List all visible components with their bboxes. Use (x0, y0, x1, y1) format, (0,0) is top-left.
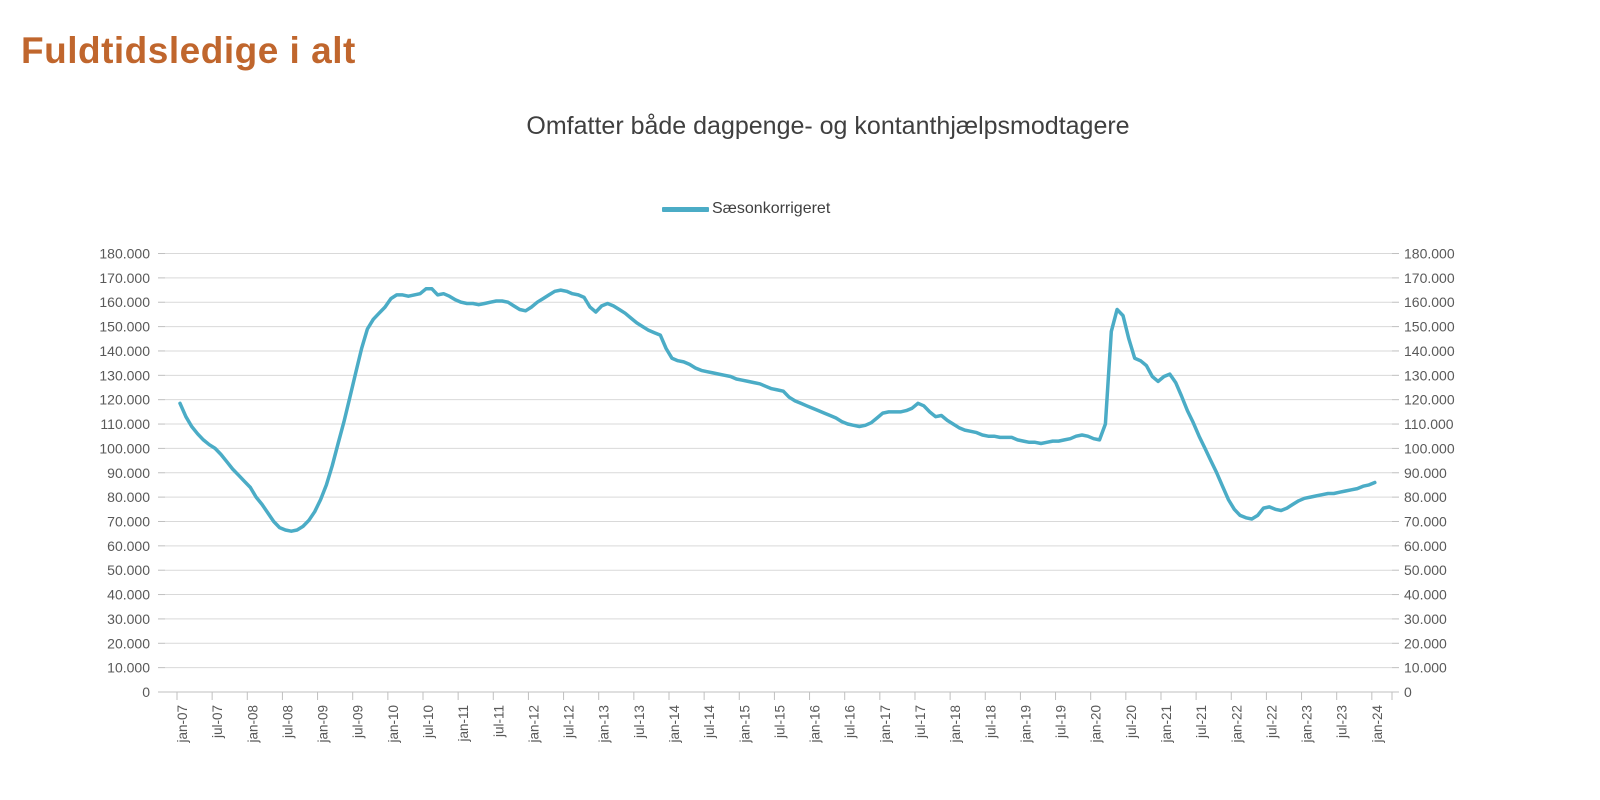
x-axis-label: jan-11 (456, 705, 471, 743)
y-axis-label-right: 50.000 (1404, 562, 1447, 578)
x-axis-label: jan-08 (245, 705, 260, 744)
x-axis-label: jan-09 (316, 705, 331, 744)
y-axis-label-right: 80.000 (1404, 489, 1447, 505)
x-axis-label: jul-07 (210, 705, 225, 739)
x-axis-label: jan-12 (526, 705, 541, 744)
x-axis-label: jul-14 (702, 705, 717, 740)
y-axis-label-left: 80.000 (107, 489, 150, 505)
x-axis-label: jan-24 (1370, 705, 1385, 744)
x-axis-label: jul-11 (491, 705, 506, 738)
y-axis-label-right: 70.000 (1404, 513, 1447, 529)
y-axis-label-right: 0 (1404, 684, 1412, 700)
y-axis-label-left: 90.000 (107, 465, 150, 481)
y-axis-label-left: 160.000 (99, 294, 150, 310)
x-axis-label: jan-22 (1229, 705, 1244, 744)
legend: Sæsonkorrigeret (662, 200, 830, 218)
x-axis-label: jan-07 (175, 705, 190, 744)
y-axis-label-left: 70.000 (107, 513, 150, 529)
y-axis-label-right: 110.000 (1404, 416, 1454, 432)
x-axis-label: jan-23 (1300, 705, 1315, 744)
y-axis-label-right: 170.000 (1404, 270, 1455, 286)
y-axis-label-left: 130.000 (99, 367, 150, 383)
x-axis-label: jul-20 (1124, 705, 1139, 739)
x-axis-label: jan-21 (1159, 705, 1174, 744)
y-axis-label-right: 140.000 (1404, 343, 1455, 359)
x-axis-label: jan-20 (1089, 705, 1104, 744)
x-axis-label: jul-13 (632, 705, 647, 739)
x-axis-label: jan-13 (597, 705, 612, 744)
y-axis-label-left: 0 (142, 684, 150, 700)
x-axis-label: jul-17 (913, 705, 928, 739)
y-axis-label-left: 150.000 (99, 319, 150, 335)
x-axis-label: jan-15 (737, 705, 752, 744)
page-title: Fuldtidsledige i alt (21, 30, 356, 71)
x-axis-label: jul-23 (1335, 705, 1350, 739)
y-axis-label-left: 20.000 (107, 635, 150, 651)
y-axis-label-right: 160.000 (1404, 294, 1455, 310)
y-axis-label-left: 170.000 (99, 270, 150, 286)
y-axis-label-right: 60.000 (1404, 538, 1447, 554)
y-axis-label-left: 180.000 (99, 246, 150, 262)
y-axis-label-left: 40.000 (107, 587, 150, 603)
x-axis-label: jul-18 (983, 705, 998, 739)
y-axis-label-left: 140.000 (99, 343, 150, 359)
y-axis-label-left: 110.000 (100, 416, 150, 432)
x-axis-label: jan-10 (386, 705, 401, 744)
y-axis-label-left: 50.000 (107, 562, 150, 578)
x-axis-label: jan-19 (1018, 705, 1033, 744)
y-axis-label-right: 30.000 (1404, 611, 1447, 627)
legend-series-label: Sæsonkorrigeret (712, 200, 831, 217)
x-axis-label: jul-12 (562, 705, 577, 739)
y-axis-label-right: 10.000 (1404, 660, 1447, 676)
x-axis-label: jul-10 (421, 705, 436, 739)
x-axis-label: jul-19 (1054, 705, 1069, 739)
y-axis-label-right: 90.000 (1404, 465, 1447, 481)
x-axis-label: jan-17 (878, 705, 893, 744)
y-axis-label-left: 100.000 (99, 440, 150, 456)
y-axis-label-left: 30.000 (107, 611, 150, 627)
x-axis-label: jul-08 (280, 705, 295, 739)
y-axis-label-right: 130.000 (1404, 367, 1455, 383)
x-axis-label: jan-18 (948, 705, 963, 744)
y-axis-label-right: 100.000 (1404, 440, 1455, 456)
y-axis-label-left: 60.000 (107, 538, 150, 554)
x-axis-label: jul-09 (351, 705, 366, 739)
x-axis-label: jul-15 (772, 705, 787, 739)
chart-title: Omfatter både dagpenge- og kontanthjælps… (526, 112, 1130, 140)
x-axis-label: jul-21 (1194, 705, 1209, 739)
x-axis-label: jul-16 (843, 705, 858, 739)
y-axis-label-left: 120.000 (99, 392, 150, 408)
legend-line-marker-icon (662, 206, 709, 212)
y-axis-label-right: 20.000 (1404, 635, 1447, 651)
y-axis-label-right: 180.000 (1404, 246, 1455, 262)
x-axis-label: jul-22 (1264, 705, 1279, 739)
x-axis-label: jan-14 (667, 705, 682, 744)
x-axis-label: jan-16 (808, 705, 823, 744)
y-axis-label-right: 120.000 (1404, 392, 1455, 408)
y-axis-label-right: 150.000 (1404, 319, 1455, 335)
y-axis-label-left: 10.000 (107, 660, 150, 676)
y-axis-label-right: 40.000 (1404, 587, 1447, 603)
series-line-saesonkorrigeret (178, 287, 1377, 533)
